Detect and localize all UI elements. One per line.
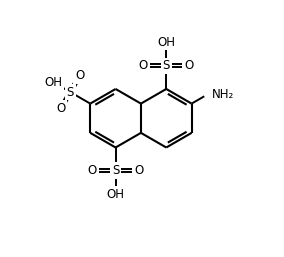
Text: S: S (162, 59, 170, 72)
Text: S: S (66, 86, 74, 98)
Text: O: O (75, 69, 85, 82)
Text: O: O (88, 164, 97, 177)
Text: O: O (139, 59, 148, 72)
Text: OH: OH (45, 76, 62, 89)
Text: O: O (56, 102, 65, 115)
Text: OH: OH (157, 35, 175, 49)
Text: O: O (185, 59, 194, 72)
Text: O: O (134, 164, 143, 177)
Text: S: S (112, 164, 119, 177)
Text: NH₂: NH₂ (212, 88, 234, 101)
Text: OH: OH (106, 188, 125, 201)
